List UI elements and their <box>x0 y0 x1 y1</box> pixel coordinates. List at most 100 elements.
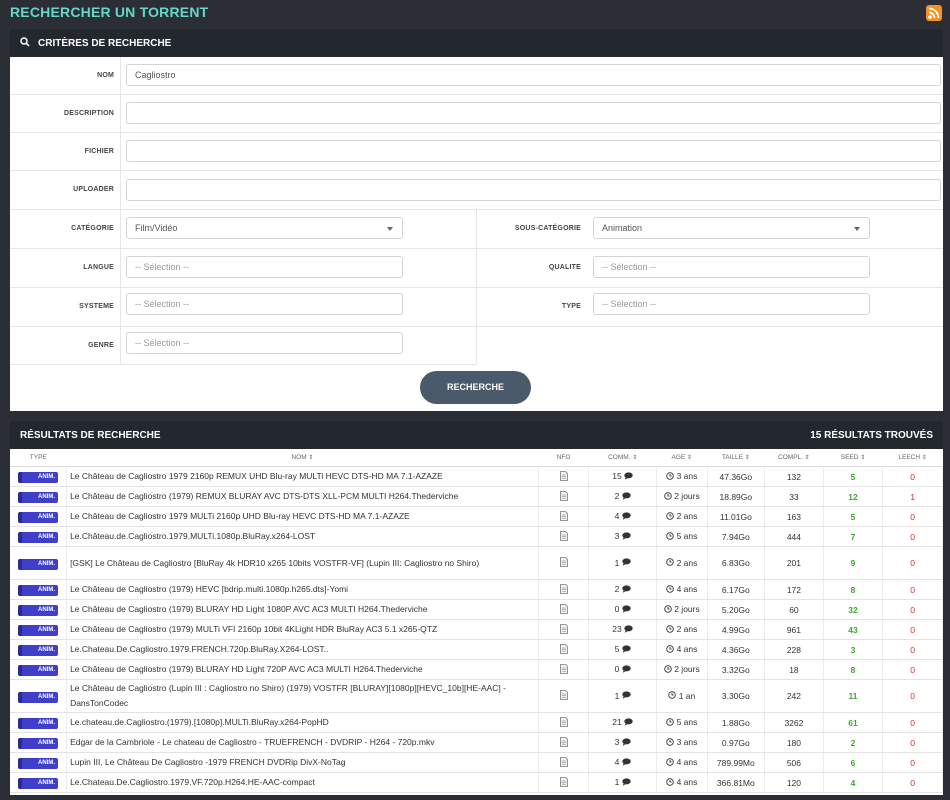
document-icon[interactable] <box>559 470 568 483</box>
comments-cell[interactable]: 4 <box>588 506 658 527</box>
langue-select[interactable]: -- Sélection -- <box>126 256 403 278</box>
sous-categorie-select[interactable]: Animation <box>593 217 870 239</box>
type-badge[interactable]: ANIM. <box>18 492 59 503</box>
torrent-name-link[interactable]: Le Château de Cagliostro (1979) MULTi VF… <box>70 624 438 634</box>
document-icon[interactable] <box>559 530 568 543</box>
document-icon[interactable] <box>559 603 568 616</box>
table-row[interactable]: ANIM. Le.chateau.de.Cagliostro.(1979).[10… <box>10 712 943 733</box>
type-badge[interactable]: ANIM. <box>18 778 59 789</box>
comments-cell[interactable]: 3 <box>588 526 658 547</box>
torrent-name-link[interactable]: Le Château de Cagliostro (Lupin III : Ca… <box>70 683 506 708</box>
torrent-name-link[interactable]: Le Château de Cagliostro 1979 2160p REMU… <box>70 471 443 481</box>
table-row[interactable]: ANIM. Le Château de Cagliostro 1979 2160p… <box>10 466 943 487</box>
rss-icon[interactable] <box>926 5 942 21</box>
col-age[interactable]: AGE ⇕ <box>656 449 708 467</box>
torrent-name-link[interactable]: Le.Château.de.Cagliostro.1979.MULTi.1080… <box>70 531 316 541</box>
comments-cell[interactable]: 0 <box>588 659 658 680</box>
comments-cell[interactable]: 3 <box>588 732 658 753</box>
document-icon[interactable] <box>559 756 568 769</box>
table-row[interactable]: ANIM. [GSK] Le Château de Cagliostro [Blu… <box>10 546 943 580</box>
torrent-name-link[interactable]: Le Château de Cagliostro (1979) HEVC [bd… <box>70 584 349 594</box>
comments-cell[interactable]: 23 <box>588 619 658 640</box>
type-select[interactable]: -- Sélection -- <box>593 293 870 315</box>
torrent-name-link[interactable]: Le.chateau.de.Cagliostro.(1979).[1080p].… <box>70 717 329 727</box>
torrent-name-link[interactable]: Le Château de Cagliostro (1979) BLURAY H… <box>70 664 423 674</box>
genre-select[interactable]: -- Sélection -- <box>126 332 403 354</box>
torrent-name-link[interactable]: Le Château de Cagliostro (1979) BLURAY H… <box>70 604 428 614</box>
type-badge[interactable]: ANIM. <box>18 718 59 729</box>
torrent-name-link[interactable]: Lupin III, Le Château De Cagliostro -197… <box>70 757 346 767</box>
comment-icon <box>622 645 631 655</box>
comments-cell[interactable]: 2 <box>588 579 658 600</box>
document-icon[interactable] <box>559 623 568 636</box>
table-row[interactable]: ANIM. Le.Château.de.Cagliostro.1979.MULTi… <box>10 526 943 547</box>
recherche-button[interactable]: RECHERCHE <box>420 371 531 404</box>
table-row[interactable]: ANIM. Le Château de Cagliostro (1979) HEV… <box>10 579 943 600</box>
col-comm[interactable]: COMM. ⇕ <box>588 449 657 467</box>
table-row[interactable]: ANIM. Lupin III, Le Château De Cagliostro… <box>10 752 943 773</box>
type-badge[interactable]: ANIM. <box>18 758 59 769</box>
comments-cell[interactable]: 4 <box>588 752 658 773</box>
comments-cell[interactable]: 5 <box>588 639 658 660</box>
type-badge[interactable]: ANIM. <box>18 558 59 570</box>
torrent-name-link[interactable]: Le.Chateau.De.Cagliostro.1979.VF.720p.H2… <box>70 777 315 787</box>
document-icon[interactable] <box>559 776 568 789</box>
comments-cell[interactable]: 1 <box>588 546 658 580</box>
fichier-input[interactable] <box>126 140 941 162</box>
document-icon[interactable] <box>559 663 568 676</box>
type-badge[interactable]: ANIM. <box>18 605 59 616</box>
table-row[interactable]: ANIM. Le Château de Cagliostro (Lupin III… <box>10 679 943 713</box>
table-row[interactable]: ANIM. Le Château de Cagliostro (1979) BLU… <box>10 599 943 620</box>
document-icon[interactable] <box>559 557 568 569</box>
type-badge[interactable]: ANIM. <box>18 691 59 703</box>
systeme-select[interactable]: -- Sélection -- <box>126 293 403 315</box>
torrent-name-link[interactable]: Edgar de la Cambriole - Le chateau de Ca… <box>70 737 435 747</box>
col-leech[interactable]: LEECH ⇕ <box>882 449 943 467</box>
col-taille[interactable]: TAILLE ⇕ <box>707 449 765 467</box>
document-icon[interactable] <box>559 716 568 729</box>
comments-cell[interactable]: 1 <box>588 679 658 713</box>
qualite-select[interactable]: -- Sélection -- <box>593 256 870 278</box>
type-badge[interactable]: ANIM. <box>18 625 59 636</box>
categorie-select[interactable]: Film/Vidéo <box>126 217 403 239</box>
type-badge[interactable]: ANIM. <box>18 645 59 656</box>
torrent-name-link[interactable]: [GSK] Le Château de Cagliostro [BluRay 4… <box>70 557 480 568</box>
document-icon[interactable] <box>559 510 568 523</box>
nom-input[interactable]: Cagliostro <box>126 64 941 86</box>
comments-cell[interactable]: 1 <box>588 772 658 793</box>
col-compl[interactable]: COMPL. ⇕ <box>764 449 824 467</box>
description-input[interactable] <box>126 102 941 124</box>
comments-cell[interactable]: 2 <box>588 486 658 507</box>
torrent-name-link[interactable]: Le.Chateau.De.Cagliostro.1979.FRENCH.720… <box>70 644 329 654</box>
table-row[interactable]: ANIM. Edgar de la Cambriole - Le chateau … <box>10 732 943 753</box>
table-row[interactable]: ANIM. Le Château de Cagliostro 1979 MULTi… <box>10 506 943 527</box>
document-icon[interactable] <box>559 643 568 656</box>
comment-icon <box>622 512 631 522</box>
uploader-input[interactable] <box>126 179 941 201</box>
table-row[interactable]: ANIM. Le.Chateau.De.Cagliostro.1979.VF.72… <box>10 772 943 793</box>
col-nom[interactable]: NOM ⇕ <box>66 449 539 467</box>
col-type[interactable]: TYPE <box>10 449 67 467</box>
document-icon[interactable] <box>559 583 568 596</box>
document-icon[interactable] <box>559 736 568 749</box>
comments-cell[interactable]: 21 <box>588 712 658 733</box>
type-badge[interactable]: ANIM. <box>18 665 59 676</box>
table-row[interactable]: ANIM. Le.Chateau.De.Cagliostro.1979.FRENC… <box>10 639 943 660</box>
completed-cell: 3262 <box>764 712 824 733</box>
comments-cell[interactable]: 0 <box>588 599 658 620</box>
document-icon[interactable] <box>559 690 568 702</box>
type-badge[interactable]: ANIM. <box>18 512 59 523</box>
table-row[interactable]: ANIM. Le Château de Cagliostro (1979) MUL… <box>10 619 943 640</box>
type-badge[interactable]: ANIM. <box>18 472 59 483</box>
torrent-name-link[interactable]: Le Château de Cagliostro (1979) REMUX BL… <box>70 491 459 501</box>
type-cell: ANIM. <box>10 486 68 507</box>
type-badge[interactable]: ANIM. <box>18 532 59 543</box>
col-seed[interactable]: SEED ⇕ <box>823 449 883 467</box>
torrent-name-link[interactable]: Le Château de Cagliostro 1979 MULTi 2160… <box>70 511 410 521</box>
type-badge[interactable]: ANIM. <box>18 585 59 596</box>
comments-cell[interactable]: 15 <box>588 466 658 487</box>
table-row[interactable]: ANIM. Le Château de Cagliostro (1979) BLU… <box>10 659 943 680</box>
document-icon[interactable] <box>559 490 568 503</box>
type-badge[interactable]: ANIM. <box>18 738 59 749</box>
table-row[interactable]: ANIM. Le Château de Cagliostro (1979) REM… <box>10 486 943 507</box>
